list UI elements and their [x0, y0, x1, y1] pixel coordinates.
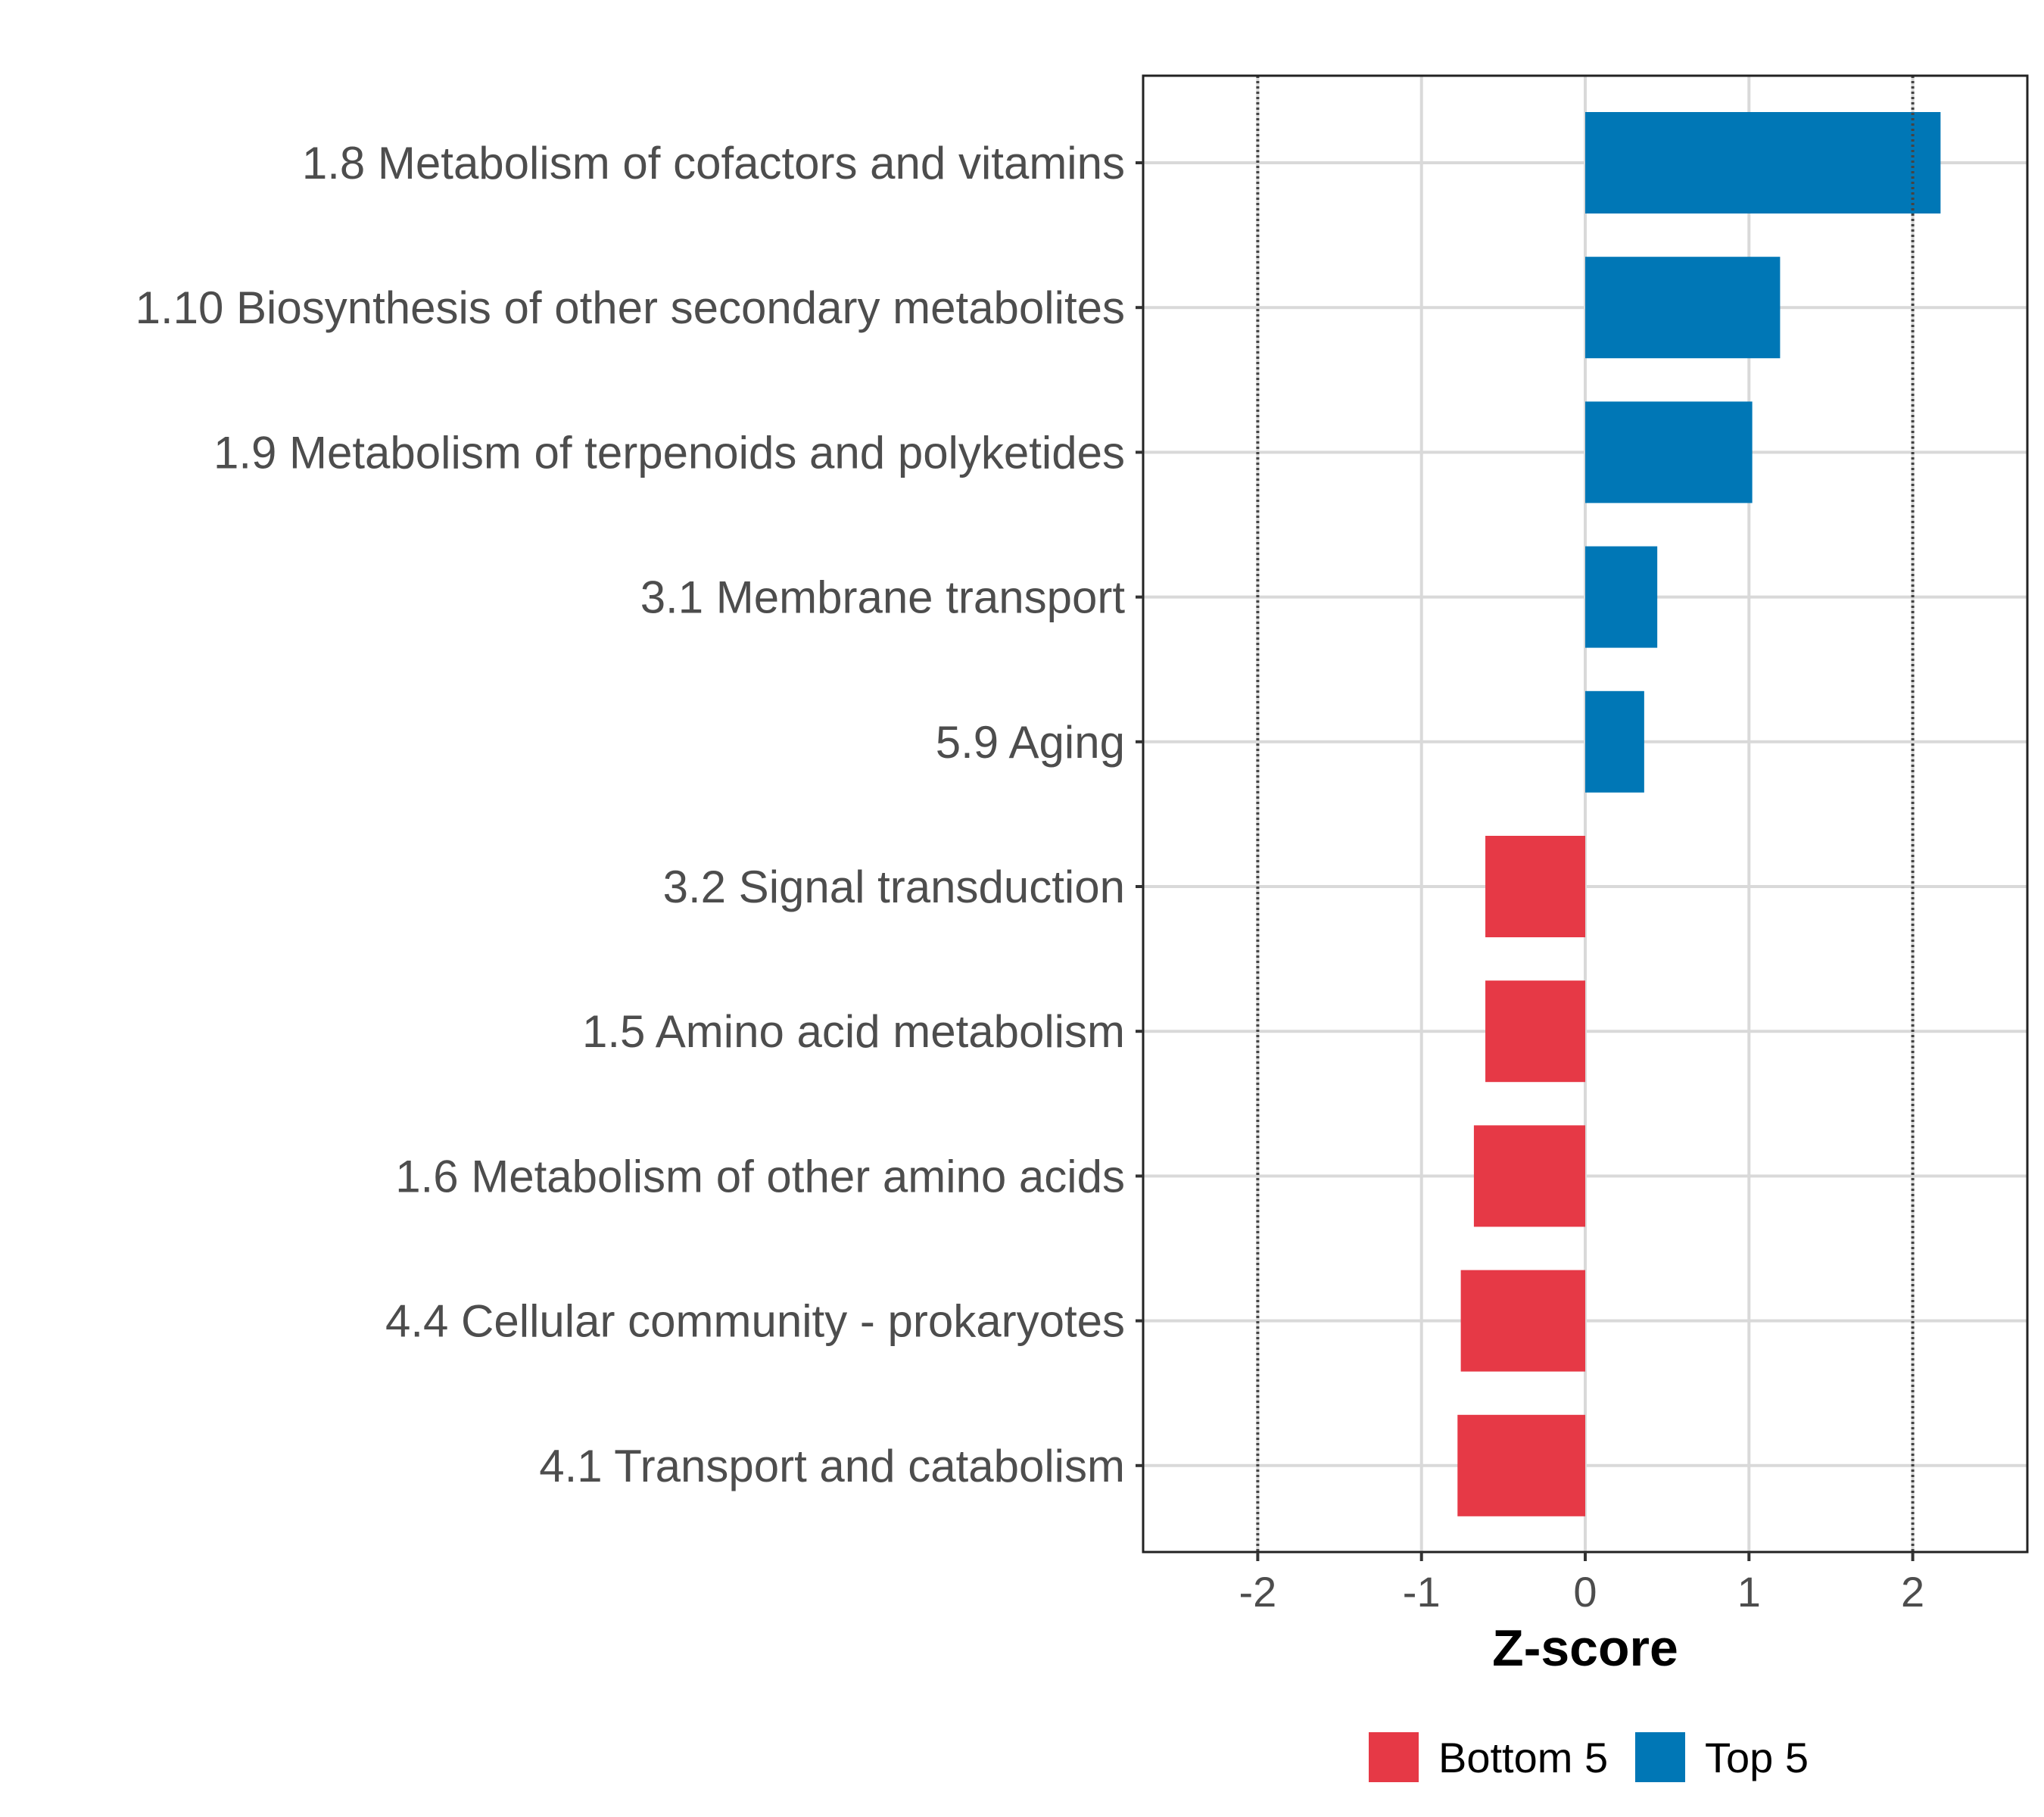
bar — [1460, 1270, 1585, 1372]
reference-lines — [1256, 76, 1915, 1552]
legend-label: Bottom 5 — [1438, 1734, 1608, 1781]
category-label: 1.6 Metabolism of other amino acids — [395, 1151, 1125, 1201]
legend-key — [1635, 1732, 1685, 1782]
y-axis: 1.8 Metabolism of cofactors and vitamins… — [136, 138, 1143, 1491]
x-tick-label: 0 — [1573, 1568, 1597, 1616]
legend-key — [1369, 1732, 1419, 1782]
x-axis: -2 -1 0 1 2 — [1239, 1552, 1924, 1616]
bar — [1485, 836, 1585, 937]
x-tick-label: 1 — [1737, 1568, 1761, 1616]
bar — [1473, 1125, 1585, 1227]
category-label: 5.9 Aging — [936, 717, 1125, 768]
bar — [1585, 257, 1781, 359]
category-label: 1.5 Amino acid metabolism — [582, 1006, 1125, 1057]
category-label: 3.1 Membrane transport — [640, 572, 1126, 623]
bar — [1585, 112, 1941, 213]
bar — [1585, 690, 1644, 793]
category-label: 1.8 Metabolism of cofactors and vitamins — [302, 138, 1125, 189]
category-label: 1.9 Metabolism of terpenoids and polyket… — [213, 427, 1125, 478]
category-label: 1.10 Biosynthesis of other secondary met… — [136, 282, 1125, 333]
x-tick-label: -1 — [1403, 1568, 1441, 1616]
bar — [1585, 546, 1658, 648]
bars — [1457, 112, 1941, 1516]
bar — [1585, 401, 1753, 503]
category-label: 4.1 Transport and catabolism — [539, 1441, 1125, 1491]
legend: Bottom 5 Top 5 — [1369, 1732, 1809, 1782]
x-tick-label: 2 — [1901, 1568, 1924, 1616]
x-tick-label: -2 — [1239, 1568, 1277, 1616]
category-label: 3.2 Signal transduction — [663, 862, 1125, 912]
category-label: 4.4 Cellular community - prokaryotes — [385, 1296, 1125, 1347]
bar — [1485, 980, 1585, 1083]
bar — [1457, 1414, 1585, 1516]
x-axis-title: Z-score — [1492, 1619, 1678, 1677]
legend-label: Top 5 — [1705, 1734, 1809, 1781]
